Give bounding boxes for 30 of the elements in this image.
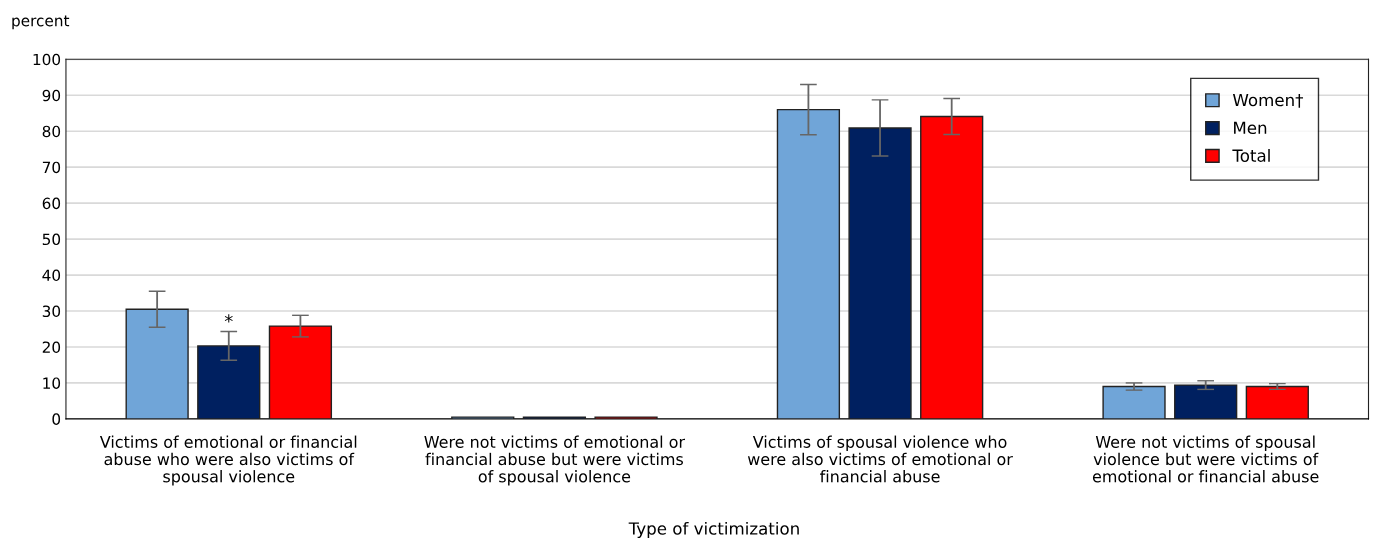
y-tick-label: 20 <box>42 341 61 353</box>
legend-label: Men <box>1234 121 1267 135</box>
bar <box>920 115 984 419</box>
x-axis-title: Type of victimization <box>628 521 799 539</box>
x-tick-label: Were not victims of spousal violence but were victims of emotional or financial abuse <box>1092 435 1319 483</box>
x-tick-label: Were not victims of emotional or financial abuse but were victims of spousal violence <box>424 435 686 486</box>
y-tick-label: 70 <box>42 161 61 174</box>
bar <box>776 108 841 419</box>
legend-label: Women† <box>1232 93 1304 108</box>
bar <box>1102 385 1166 419</box>
y-tick-label: 30 <box>42 305 61 318</box>
y-axis-title: percent <box>12 15 70 30</box>
bar <box>268 325 333 419</box>
bar <box>197 345 261 419</box>
y-tick-label: 10 <box>43 377 61 389</box>
y-tick-label: 0 <box>52 413 61 425</box>
annotation: * <box>224 314 233 323</box>
x-tick-label: Victims of spousal violence who were also victims of emotional or financial abuse <box>747 435 1013 483</box>
y-tick-label: 90 <box>42 89 61 102</box>
y-tick-label: 60 <box>42 197 61 210</box>
y-tick-label: 80 <box>42 125 61 138</box>
bar <box>848 127 912 419</box>
bar <box>125 308 189 419</box>
legend-label: Total <box>1232 149 1270 162</box>
y-tick-label: 100 <box>33 53 61 66</box>
bar <box>1174 384 1238 419</box>
y-tick-label: 40 <box>42 269 61 282</box>
y-tick-label: 50 <box>42 233 61 246</box>
bar <box>1245 385 1309 419</box>
x-tick-label: Victims of emotional or financial abuse who were also victims of spousal violence <box>99 435 357 486</box>
